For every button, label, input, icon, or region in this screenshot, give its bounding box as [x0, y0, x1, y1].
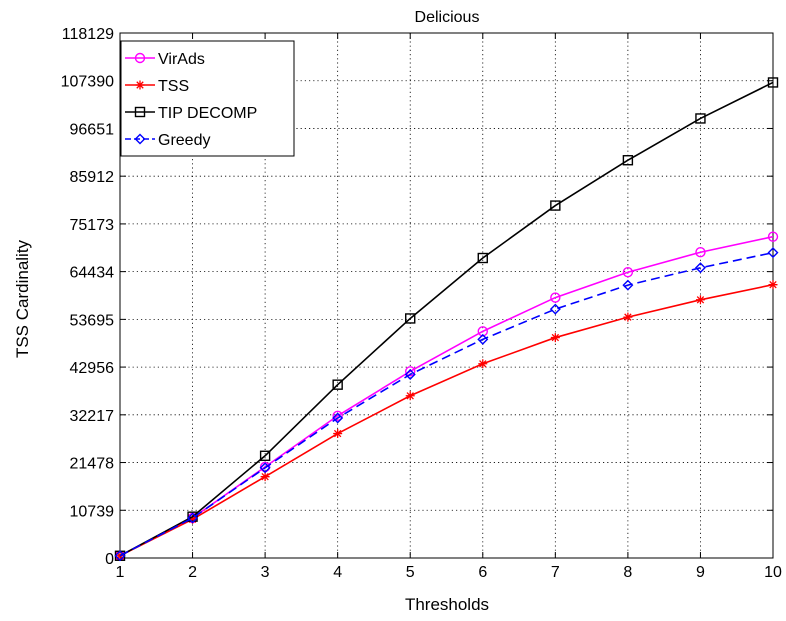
data-point-tss [188, 514, 198, 524]
x-tick-label: 1 [116, 564, 125, 581]
x-tick-label: 7 [551, 564, 560, 581]
series-line-tss [119, 283, 774, 557]
data-point-virads [550, 292, 561, 303]
data-point-virads [477, 326, 488, 337]
data-point-tip-decomp [187, 511, 198, 522]
legend-marker-greedy [134, 133, 146, 145]
y-axis-label: TSS Cardinality [13, 239, 32, 358]
data-point-tss [768, 280, 778, 290]
legend-label-tip-decomp: TIP DECOMP [158, 105, 257, 122]
data-point-tip-decomp [695, 113, 706, 124]
data-point-virads [622, 267, 634, 278]
data-point-tip-decomp [477, 252, 488, 264]
data-point-greedy [622, 279, 634, 291]
chart-title: Delicious [415, 9, 480, 26]
x-tick-label: 3 [261, 564, 270, 581]
legend-marker-virads [134, 52, 146, 64]
data-point-greedy [767, 247, 779, 259]
y-tick-label: 32217 [70, 408, 115, 425]
series-group [114, 77, 779, 562]
y-tick-label: 21478 [70, 456, 115, 473]
data-point-tip-decomp [405, 313, 416, 324]
data-point-greedy [114, 550, 126, 562]
x-tick-label: 4 [333, 564, 342, 581]
data-point-tip-decomp [332, 379, 343, 390]
data-point-tss [550, 333, 560, 343]
x-tick-label: 8 [623, 564, 632, 581]
data-point-greedy [404, 368, 416, 380]
data-point-tss [695, 295, 705, 305]
legend-marker-tip-decomp [134, 106, 146, 118]
x-axis-label: Thresholds [405, 595, 489, 614]
x-tick-label: 10 [764, 564, 782, 581]
x-tick-label: 2 [188, 564, 197, 581]
legend: VirAds TSS TIP DECOMP Greedy [120, 40, 295, 157]
x-tick-label: 5 [406, 564, 415, 581]
y-tick-label: 42956 [70, 360, 115, 377]
legend-box [120, 40, 295, 157]
y-tick-label: 107390 [61, 74, 114, 91]
y-tick-label: 118129 [62, 26, 114, 43]
y-tick-label: 75173 [70, 217, 115, 234]
grid-lines [120, 33, 773, 558]
y-tick-label: 10739 [70, 503, 115, 520]
x-tick-label: 9 [696, 564, 705, 581]
data-point-tip-decomp [767, 77, 779, 88]
data-point-greedy [259, 462, 271, 474]
legend-label-virads: VirAds [158, 51, 205, 68]
data-point-tss [405, 391, 415, 401]
data-point-tip-decomp [550, 200, 561, 211]
data-point-tss [115, 551, 125, 561]
data-point-virads [767, 231, 779, 242]
data-point-virads [332, 410, 343, 421]
data-point-tss [623, 312, 633, 322]
plot-area-border [119, 32, 774, 559]
y-tick-label: 96651 [70, 121, 115, 138]
data-point-tss [478, 359, 488, 369]
y-tick-label: 64434 [70, 265, 115, 282]
legend-label-tss: TSS [158, 78, 189, 95]
series-line-tip-decomp [119, 81, 774, 557]
legend-label-greedy: Greedy [158, 132, 210, 149]
data-point-virads [695, 247, 706, 258]
data-point-tip-decomp [259, 450, 271, 461]
data-point-virads [405, 366, 416, 377]
y-tick-label: 85912 [70, 169, 115, 186]
data-point-greedy [187, 512, 199, 524]
series-greedy [114, 247, 779, 562]
axes: 0107392147832217429565369564434751738591… [61, 26, 782, 581]
series-line-virads [119, 235, 774, 557]
y-tick-label: 53695 [70, 312, 115, 329]
data-point-greedy [332, 412, 344, 424]
x-tick-label: 6 [478, 564, 487, 581]
data-point-greedy [477, 333, 489, 345]
data-point-tss [333, 429, 343, 439]
y-tick-label: 0 [105, 551, 114, 568]
legend-marker-tss [135, 80, 145, 90]
series-line-greedy [119, 251, 774, 557]
series-virads [114, 231, 779, 561]
data-point-greedy [549, 303, 561, 315]
data-point-greedy [694, 262, 706, 274]
series-tip-decomp [114, 77, 779, 561]
data-point-tip-decomp [622, 155, 634, 166]
series-tss [115, 280, 778, 561]
data-point-tss [260, 472, 270, 482]
